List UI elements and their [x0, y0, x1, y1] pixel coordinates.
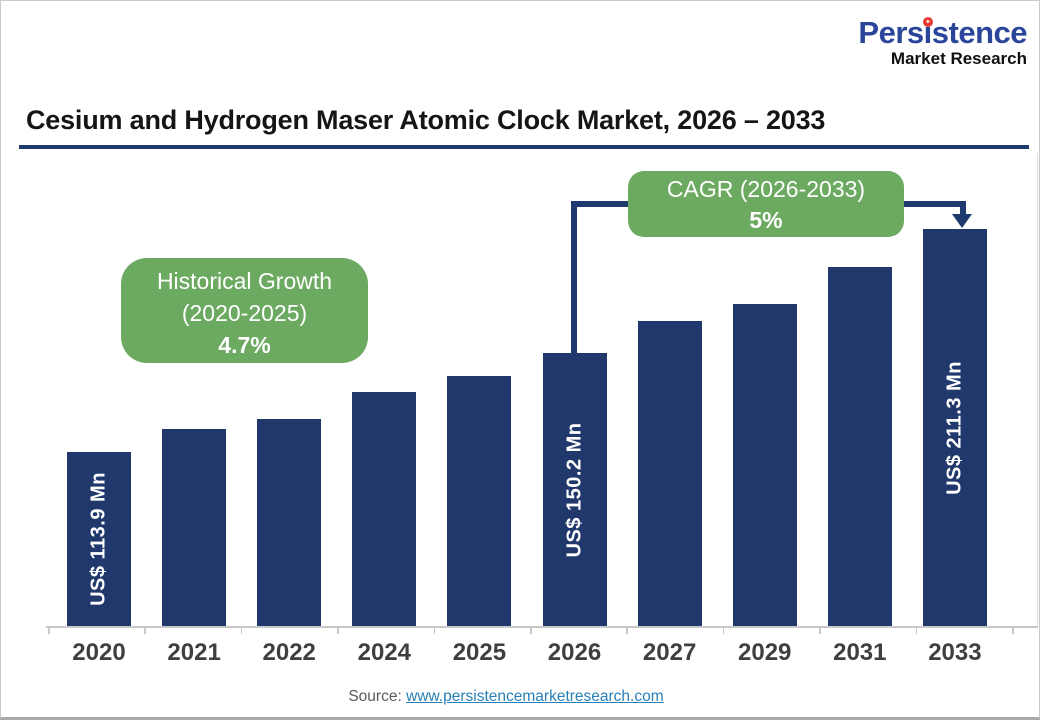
axis-tick	[144, 626, 146, 634]
bar-2024	[352, 392, 417, 626]
axis-tick	[240, 626, 243, 634]
logo-star-dot-icon: i	[924, 17, 933, 48]
x-axis-label-2022: 2022	[262, 639, 316, 666]
axis-tick	[337, 626, 339, 634]
source-line: Source: www.persistencemarketresearch.co…	[1, 688, 1011, 706]
logo-text-part1: Pers	[858, 15, 924, 50]
axis-tick	[626, 626, 628, 634]
down-arrow-icon	[952, 214, 972, 228]
x-axis-label-2021: 2021	[167, 639, 221, 666]
x-axis-label-2024: 2024	[357, 639, 411, 666]
bar-2021	[162, 429, 227, 626]
x-axis-label-2029: 2029	[737, 639, 792, 666]
title-underline	[19, 145, 1029, 149]
x-axis-label-2031: 2031	[833, 639, 887, 666]
bar-2020: US$ 113.9 Mn	[67, 452, 131, 626]
brand-logo: Persistence Market Research	[858, 17, 1027, 67]
x-axis-label-2026: 2026	[547, 639, 602, 666]
historical-growth-line2: (2020-2025)	[181, 300, 308, 326]
x-axis-label-2027: 2027	[642, 639, 697, 666]
source-link[interactable]: www.persistencemarketresearch.com	[406, 688, 664, 705]
cagr-connector-left-vertical	[571, 201, 577, 353]
cagr-connector-right-vertical	[960, 201, 966, 215]
historical-growth-callout: Historical Growth (2020-2025) 4.7%	[121, 258, 368, 363]
bar-2031	[827, 267, 892, 626]
bar-2033: US$ 211.3 Mn	[922, 229, 987, 626]
bar-value-label-2033: US$ 211.3 Mn	[943, 360, 966, 495]
x-axis-label-2020: 2020	[72, 639, 126, 666]
bar-2025	[447, 376, 512, 626]
axis-tick	[722, 626, 725, 634]
x-axis-label-2033: 2033	[928, 639, 982, 666]
cagr-value: 5%	[749, 207, 783, 233]
axis-tick	[1012, 626, 1014, 634]
bar-2027	[637, 321, 702, 626]
bar-2026: US$ 150.2 Mn	[542, 353, 607, 626]
page-title: Cesium and Hydrogen Maser Atomic Clock M…	[26, 105, 826, 135]
historical-growth-value: 4.7%	[218, 332, 271, 358]
axis-tick	[819, 626, 821, 634]
bar-value-label-2026: US$ 150.2 Mn	[563, 422, 585, 557]
logo-text-part3: stence	[931, 15, 1028, 50]
source-label: Source:	[348, 688, 402, 705]
axis-tick	[433, 626, 436, 634]
axis-tick	[915, 626, 918, 634]
historical-growth-line1: Historical Growth	[156, 268, 333, 294]
brand-logo-wordmark: Persistence	[858, 17, 1027, 48]
x-axis-label-2025: 2025	[452, 639, 507, 666]
axis-tick	[530, 626, 532, 634]
axis-tick	[48, 626, 50, 634]
x-axis-line	[46, 626, 1038, 628]
bar-2022	[257, 419, 322, 626]
brand-logo-subtext: Market Research	[890, 49, 1027, 68]
bar-value-label-2020: US$ 113.9 Mn	[87, 472, 110, 606]
cagr-line1: CAGR (2026-2033)	[666, 176, 866, 202]
plot-right-border	[1037, 153, 1039, 626]
bar-2029	[732, 304, 797, 626]
cagr-callout: CAGR (2026-2033) 5%	[628, 171, 904, 237]
